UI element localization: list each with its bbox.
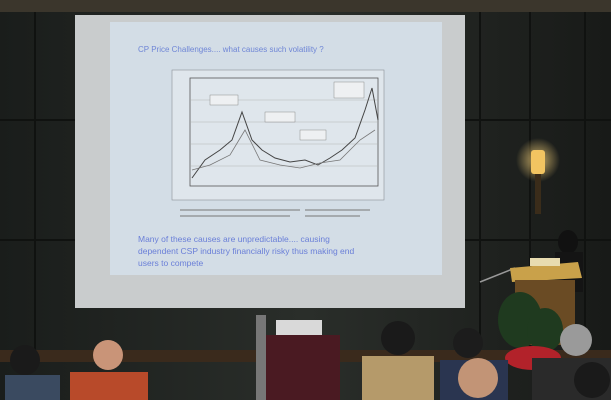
camera-stand bbox=[256, 315, 266, 400]
audience bbox=[5, 321, 611, 400]
slide-body-line: users to compete bbox=[138, 258, 203, 268]
table bbox=[262, 335, 340, 400]
plant bbox=[498, 292, 563, 352]
slide-title: CP Price Challenges.... what causes such… bbox=[138, 45, 324, 54]
slide-chart bbox=[171, 69, 385, 217]
lamp-bracket bbox=[535, 174, 541, 214]
projector bbox=[276, 320, 322, 336]
wall-panels bbox=[0, 12, 611, 355]
slide-body-line: Many of these causes are unpredictable..… bbox=[138, 234, 330, 244]
podium-sign bbox=[530, 258, 560, 266]
microphone bbox=[479, 267, 516, 283]
presenter bbox=[558, 230, 578, 254]
slide-body-line: dependent CSP industry financially risky… bbox=[138, 246, 355, 256]
podium-top bbox=[510, 262, 582, 282]
wall-lamp bbox=[531, 150, 545, 174]
ceiling-trim bbox=[0, 0, 611, 12]
